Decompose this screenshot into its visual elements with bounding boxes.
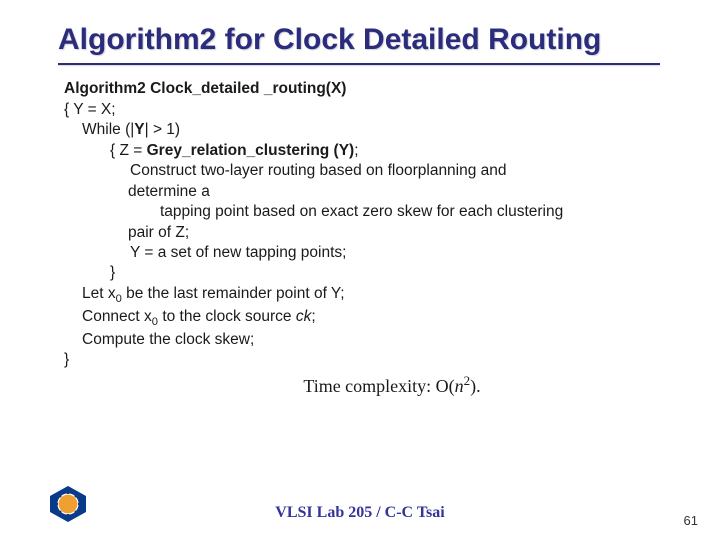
algorithm-body: Algorithm2 Clock_detailed _routing(X) { … [0, 65, 720, 399]
line-tapping: tapping point based on exact zero skew f… [64, 202, 660, 222]
line-end: } [64, 350, 660, 370]
conn-mid: to the clock source [158, 308, 296, 325]
line-let: Let x0 be the last remainder point of Y; [64, 284, 660, 307]
footer-text: VLSI Lab 205 / C-C Tsai [0, 504, 720, 522]
line-z: { Z = Grey_relation_clustering (Y); [64, 141, 660, 161]
while-pre: While ( [82, 121, 130, 138]
line-yset: Y = a set of new tapping points; [64, 243, 660, 263]
slide-title: Algorithm2 for Clock Detailed Routing [0, 0, 720, 57]
z-semi: ; [354, 142, 358, 159]
line-connect: Connect x0 to the clock source ck; [64, 307, 660, 330]
tc-post: ). [470, 376, 481, 396]
let-pre: Let x [82, 285, 116, 302]
time-complexity: Time complexity: O(n2). [124, 372, 660, 399]
line-compute: Compute the clock skew; [64, 330, 660, 350]
tc-n: n [455, 376, 464, 396]
conn-pre: Connect x [82, 308, 152, 325]
z-pre: { Z = [110, 142, 147, 159]
line-while: While (|Y| > 1) [64, 120, 660, 140]
z-call: Grey_relation_clustering (Y) [147, 142, 355, 159]
conn-ck: ck [296, 308, 312, 325]
let-post: be the last remainder point of Y; [122, 285, 345, 302]
while-post: > 1) [149, 121, 180, 138]
conn-semi: ; [311, 308, 315, 325]
algo-signature: Algorithm2 Clock_detailed _routing(X) [64, 79, 660, 99]
page-number: 61 [684, 513, 698, 528]
line-endwhile: } [64, 263, 660, 283]
tc-pre: Time complexity: O( [303, 376, 454, 396]
while-Y: Y [134, 121, 144, 138]
line-construct-b: determine a [64, 182, 660, 202]
line-tapping-b: pair of Z; [64, 223, 660, 243]
line-construct: Construct two-layer routing based on flo… [64, 161, 660, 181]
line-init: { Y = X; [64, 100, 660, 120]
